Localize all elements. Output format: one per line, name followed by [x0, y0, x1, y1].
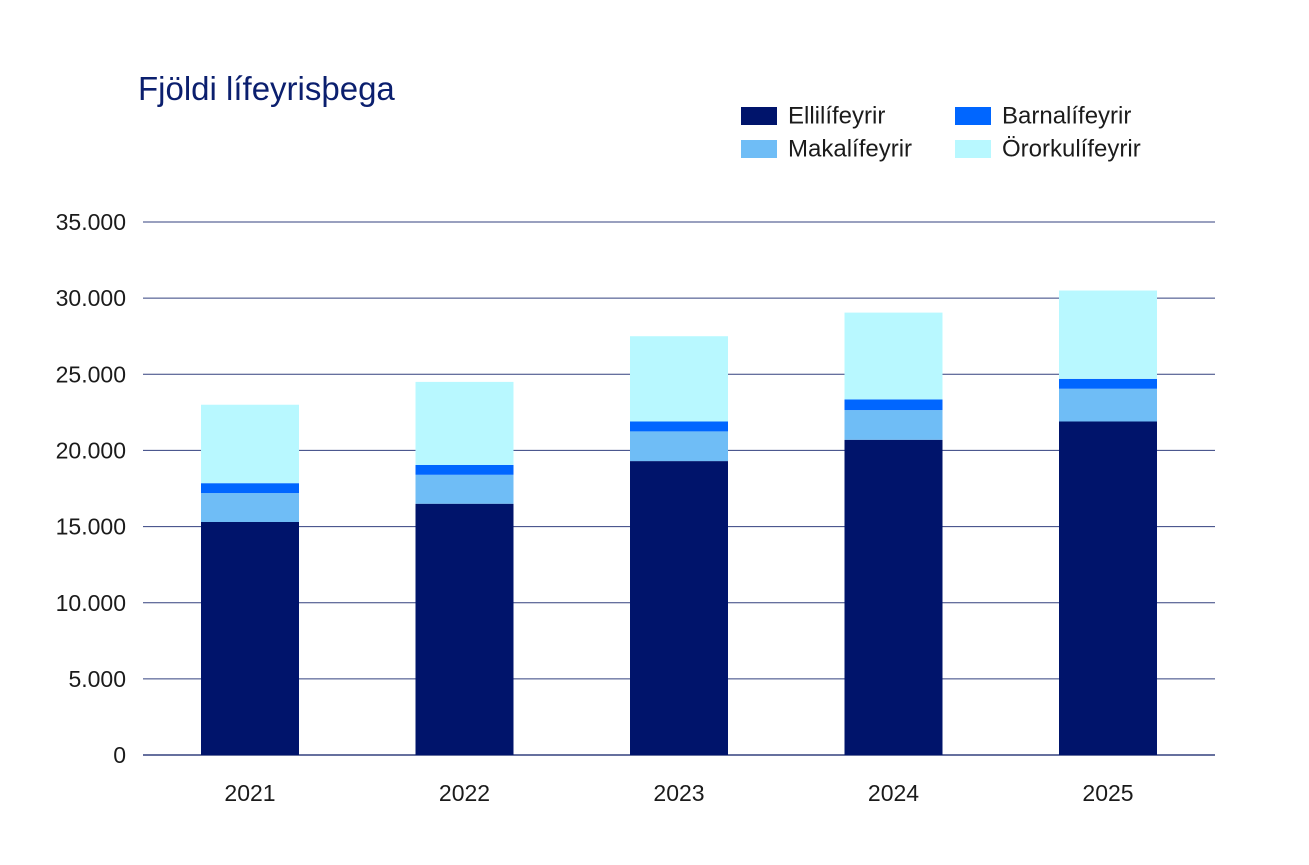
legend-label: Makalífeyrir: [788, 135, 912, 162]
bar-segment-ororkulifeyrir-2024: [844, 312, 943, 400]
bar-segment-makalifeyrir-2025: [1059, 388, 1157, 422]
legend-label: Örorkulífeyrir: [1002, 135, 1141, 162]
y-tick-label: 10.000: [56, 590, 126, 616]
y-tick-label: 5.000: [68, 666, 126, 692]
bar-segment-ellilifeyrir-2023: [630, 461, 728, 755]
bar-segment-ororkulifeyrir-2021: [201, 404, 299, 484]
bar-segment-makalifeyrir-2024: [844, 410, 943, 440]
bar-segment-barnalifeyrir-2025: [1059, 378, 1157, 389]
legend-item-makalifeyrir: Makalífeyrir: [741, 135, 912, 162]
bar-segment-makalifeyrir-2023: [630, 431, 728, 462]
bar-stack-2023: [630, 336, 728, 755]
bars: [201, 290, 1157, 755]
x-tick-label: 2025: [1082, 780, 1133, 806]
y-tick-label: 30.000: [56, 285, 126, 311]
bar-segment-ororkulifeyrir-2023: [630, 336, 728, 422]
x-tick-label: 2022: [439, 780, 490, 806]
bar-stack-2021: [201, 404, 299, 755]
bar-stack-2024: [844, 312, 943, 755]
x-axis-tick-labels: 2021 2022 2023 2024 2025: [224, 780, 1133, 806]
x-tick-label: 2024: [868, 780, 919, 806]
legend-swatch: [741, 107, 777, 125]
chart-title: Fjöldi lífeyrisþega: [138, 70, 395, 107]
legend-swatch: [955, 107, 991, 125]
legend-item-ellilifeyrir: Ellilífeyrir: [741, 102, 885, 129]
legend: Ellilífeyrir Barnalífeyrir Makalífeyrir Öro…: [741, 102, 1141, 162]
y-tick-label: 0: [113, 742, 126, 768]
bar-stack-2022: [415, 381, 514, 755]
legend-swatch: [741, 140, 777, 158]
legend-label: Ellilífeyrir: [788, 102, 885, 129]
bar-segment-ellilifeyrir-2024: [844, 439, 943, 755]
y-axis-tick-labels: 0 5.000 10.000 15.000 20.000 25.000 30.000 35.0…: [56, 209, 126, 768]
y-tick-label: 35.000: [56, 209, 126, 235]
legend-item-ororkulifeyrir: Örorkulífeyrir: [955, 135, 1141, 162]
bar-segment-ellilifeyrir-2021: [201, 522, 299, 755]
bar-segment-ororkulifeyrir-2022: [415, 381, 514, 465]
legend-item-barnalifeyrir: Barnalífeyrir: [955, 102, 1131, 129]
y-tick-label: 15.000: [56, 514, 126, 540]
bar-segment-ellilifeyrir-2025: [1059, 421, 1157, 755]
x-tick-label: 2023: [653, 780, 704, 806]
bar-segment-ororkulifeyrir-2025: [1059, 290, 1157, 379]
bar-segment-ellilifeyrir-2022: [415, 503, 514, 755]
legend-label: Barnalífeyrir: [1002, 102, 1131, 129]
bar-segment-makalifeyrir-2021: [201, 493, 299, 523]
y-tick-label: 25.000: [56, 361, 126, 387]
x-tick-label: 2021: [224, 780, 275, 806]
bar-segment-barnalifeyrir-2024: [844, 399, 943, 411]
bar-segment-makalifeyrir-2022: [415, 474, 514, 504]
bar-stack-2025: [1059, 290, 1157, 755]
legend-swatch: [955, 140, 991, 158]
bar-segment-barnalifeyrir-2022: [415, 464, 514, 475]
bar-segment-barnalifeyrir-2023: [630, 421, 728, 432]
y-tick-label: 20.000: [56, 438, 126, 464]
bar-segment-barnalifeyrir-2021: [201, 483, 299, 494]
